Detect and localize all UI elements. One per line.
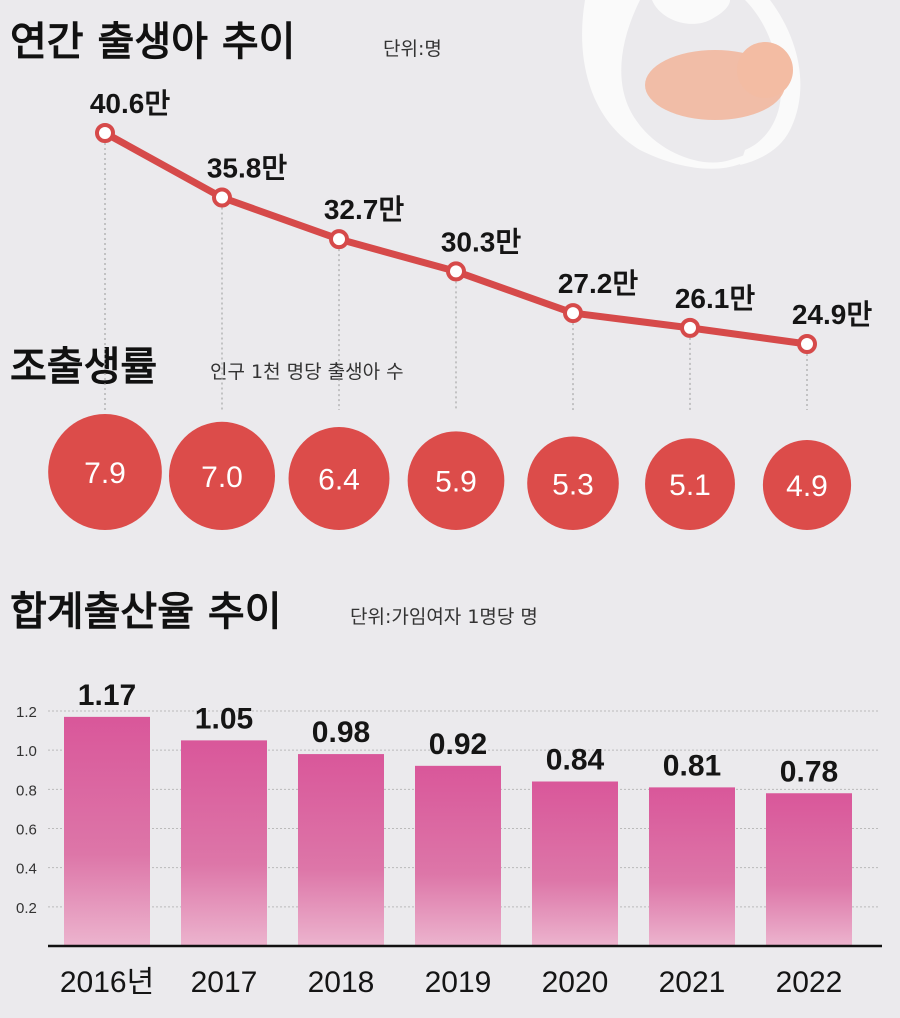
births-point — [95, 123, 115, 143]
births-point — [680, 317, 700, 338]
y-tick-label: 0.6 — [16, 822, 37, 839]
x-tick-label: 2020 — [542, 966, 609, 999]
x-tick-label: 2022 — [776, 966, 843, 999]
x-tick-label: 2019 — [425, 966, 492, 999]
births-label: 30.3만 — [441, 226, 521, 257]
births-point — [797, 334, 817, 354]
crude-birth-rate-circle — [527, 436, 619, 530]
births-label: 24.9만 — [792, 299, 872, 330]
y-tick-label: 1.2 — [16, 704, 37, 721]
fertility-bar — [766, 793, 852, 946]
births-title: 연간 출생아 추이 — [10, 19, 295, 65]
fertility-value-label: 1.05 — [195, 702, 253, 735]
fertility-value-label: 0.92 — [429, 728, 487, 761]
fertility-value-label: 1.17 — [78, 679, 136, 712]
crude-birth-rate-circle — [762, 440, 852, 530]
mother-baby-illustration — [582, 0, 801, 169]
x-tick-label: 2018 — [308, 966, 375, 999]
crude-birth-rate-circle — [168, 421, 276, 530]
births-unit: 단위:명 — [383, 38, 442, 60]
births-point — [563, 303, 583, 324]
births-point — [212, 187, 232, 208]
crude-birth-rate-circle — [288, 427, 390, 530]
fertility-bar — [298, 754, 384, 946]
births-label: 26.1만 — [675, 283, 755, 314]
x-tick-label: 2016년 — [60, 966, 154, 999]
crude-birth-rate-label: 5.1 — [669, 469, 711, 502]
fertility-bar — [649, 787, 735, 946]
births-point — [446, 261, 466, 282]
crude-birth-rate-circle — [48, 414, 162, 530]
fertility-value-label: 0.78 — [780, 755, 838, 788]
births-label: 27.2만 — [558, 268, 638, 299]
crude-birth-rate-label: 7.9 — [84, 457, 126, 490]
births-label: 35.8만 — [207, 153, 287, 184]
crude-birth-rate-title: 조출생률 — [10, 344, 157, 390]
fertility-bar — [64, 716, 150, 946]
y-tick-label: 1.0 — [16, 743, 37, 760]
x-tick-label: 2021 — [659, 966, 726, 999]
births-label: 40.6만 — [90, 88, 170, 119]
births-label: 32.7만 — [324, 194, 404, 225]
y-tick-label: 0.4 — [16, 861, 37, 878]
births-point — [329, 229, 349, 250]
crude-birth-rate-circle — [407, 431, 505, 530]
crude-birth-rate-label: 4.9 — [786, 470, 828, 503]
fertility-bar — [415, 765, 501, 946]
crude-birth-rate-label: 7.0 — [201, 461, 243, 494]
fertility-unit: 단위:가임여자 1명당 명 — [350, 606, 538, 628]
y-tick-label: 0.8 — [16, 782, 37, 799]
fertility-value-label: 0.81 — [663, 749, 721, 782]
crude-birth-rate-unit: 인구 1천 명당 출생아 수 — [210, 361, 404, 383]
crude-birth-rate-label: 5.3 — [552, 468, 594, 501]
crude-birth-rate-label: 5.9 — [435, 466, 477, 499]
x-tick-label: 2017 — [191, 966, 258, 999]
fertility-title: 합계출산율 추이 — [10, 589, 282, 635]
y-tick-label: 0.2 — [16, 900, 37, 917]
fertility-bar — [532, 781, 618, 946]
fertility-value-label: 0.84 — [546, 744, 605, 777]
fertility-value-label: 0.98 — [312, 716, 370, 749]
crude-birth-rate-label: 6.4 — [318, 464, 360, 497]
fertility-bar — [181, 740, 267, 946]
crude-birth-rate-circle — [645, 438, 735, 530]
